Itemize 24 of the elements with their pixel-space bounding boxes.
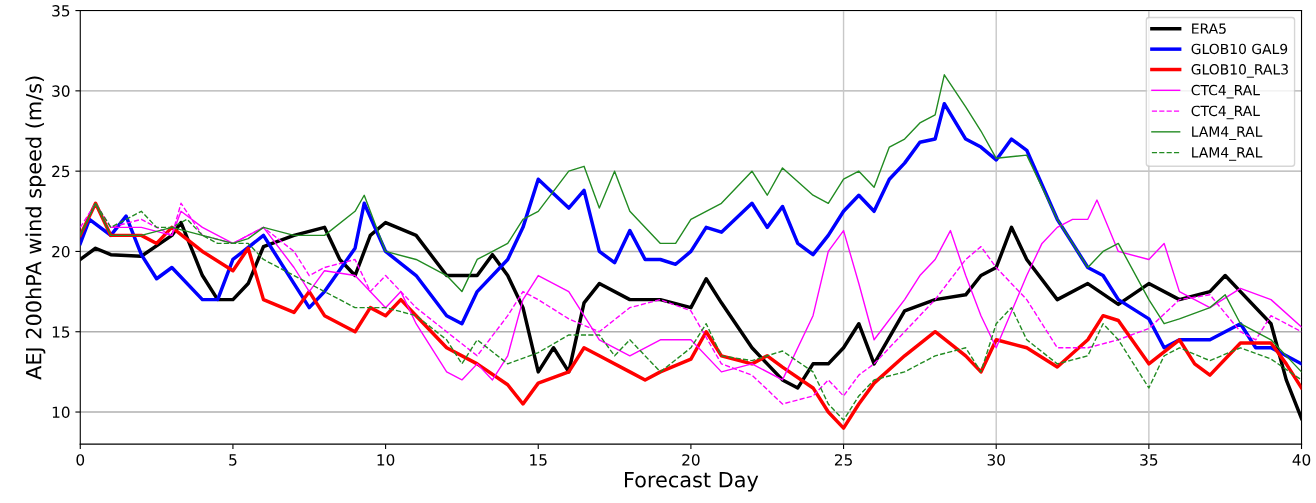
y-axis-title: AEJ 200hPA wind speed (m/s) [25, 76, 46, 380]
y-tick-label: 30 [52, 85, 70, 97]
x-tick-label: 30 [987, 454, 1005, 466]
x-tick-label: 20 [682, 454, 700, 466]
y-tick-label: 20 [52, 245, 70, 258]
legend-label: GLOB10_RAL3 [1191, 64, 1288, 78]
legend-label: ERA5 [1192, 23, 1226, 34]
y-tick-label: 35 [52, 5, 70, 17]
legend-label: LAM4_RAL [1192, 147, 1263, 161]
x-tick-label: 25 [834, 454, 852, 466]
x-tick-label: 15 [530, 454, 547, 466]
x-tick-label: 35 [1140, 454, 1158, 466]
y-tick-label: 15 [52, 326, 70, 338]
legend-label: CTC4_RAL [1191, 105, 1260, 120]
x-tick-label: 10 [377, 454, 395, 466]
x-tick-label: 0 [76, 454, 85, 466]
x-tick-label: 5 [229, 454, 237, 466]
x-axis-title: Forecast Day [625, 472, 759, 492]
legend-label: LAM4_RAL [1192, 126, 1263, 140]
legend-label: CTC4_RAL [1191, 84, 1260, 99]
x-tick-label: 40 [1292, 454, 1311, 466]
legend-label: GLOB10 GAL9 [1191, 43, 1288, 55]
y-tick-label: 25 [52, 165, 70, 178]
y-tick-label: 10 [52, 406, 70, 419]
